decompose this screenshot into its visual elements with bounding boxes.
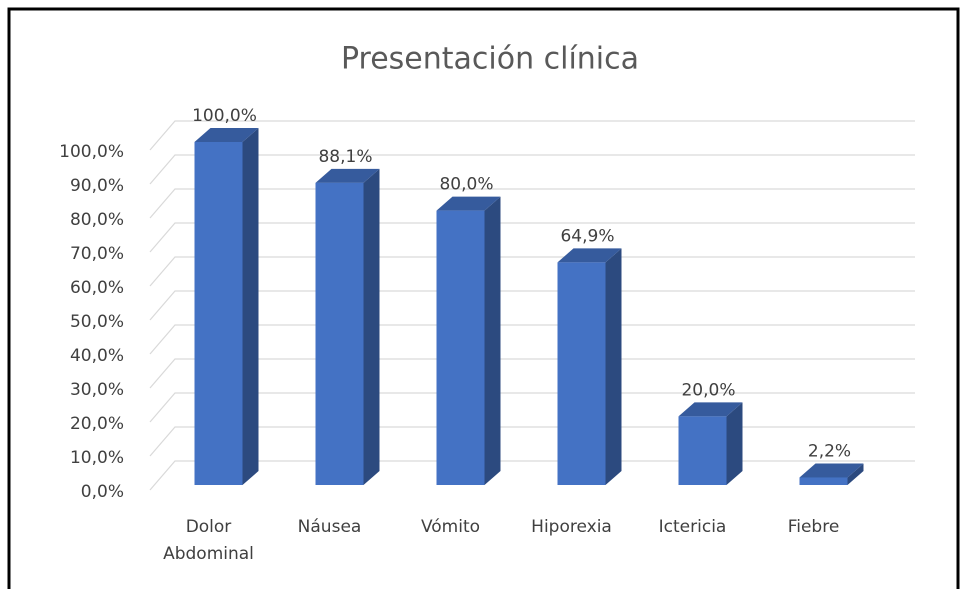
bar-side [484,196,501,485]
data-label: 100,0% [192,106,257,126]
y-tick-label: 80,0% [70,210,124,230]
y-tick-label: 100,0% [59,142,124,162]
data-label: 64,9% [560,226,614,246]
grid-line [149,188,915,219]
y-tick-label: 60,0% [70,278,124,298]
bar-side [363,168,380,485]
data-label: 20,0% [681,380,735,400]
bar-top [194,128,259,142]
bar-side [242,128,259,485]
x-tick-label: Fiebre [788,517,840,537]
y-tick-label: 30,0% [70,380,124,400]
x-tick-label: Ictericia [659,517,727,537]
bar-side [605,248,622,485]
frame [7,7,960,589]
y-tick-label: 40,0% [70,346,124,366]
grid-line [149,426,915,457]
y-tick-label: 20,0% [70,414,124,434]
bar-top [315,168,380,183]
y-tick-label: 50,0% [70,312,124,332]
bar [194,142,243,485]
x-tick-label: Náusea [298,517,362,537]
bar-top [436,196,501,211]
grid-line [149,358,915,389]
y-tick-label: 10,0% [70,448,124,468]
grid-line [149,120,915,151]
grid-line [149,256,915,287]
grid-line [149,290,915,321]
grid-line [149,392,915,423]
bar-top [799,463,864,478]
grid-line [149,154,915,185]
grid-line [149,324,915,355]
x-tick-label: Dolor Abdominal [163,517,254,564]
bar [557,262,606,485]
bar-side [847,463,864,485]
bar-top [678,402,743,417]
bar-top [557,248,622,263]
bar [678,416,727,485]
bar-side [726,402,743,485]
y-tick-label: 90,0% [70,176,124,196]
data-label: 80,0% [439,175,493,195]
data-label: 2,2% [808,441,851,461]
grid-line [149,222,915,253]
x-tick-label: Vómito [421,517,480,537]
chart-title: Presentación clínica [341,42,639,77]
bar [315,182,364,485]
bar [799,477,848,485]
y-tick-label: 70,0% [70,244,124,264]
bar [436,210,485,485]
data-label: 88,1% [318,147,372,167]
x-tick-label: Hiporexia [531,517,612,537]
y-tick-label: 0,0% [81,482,124,502]
grid-line [149,460,915,491]
